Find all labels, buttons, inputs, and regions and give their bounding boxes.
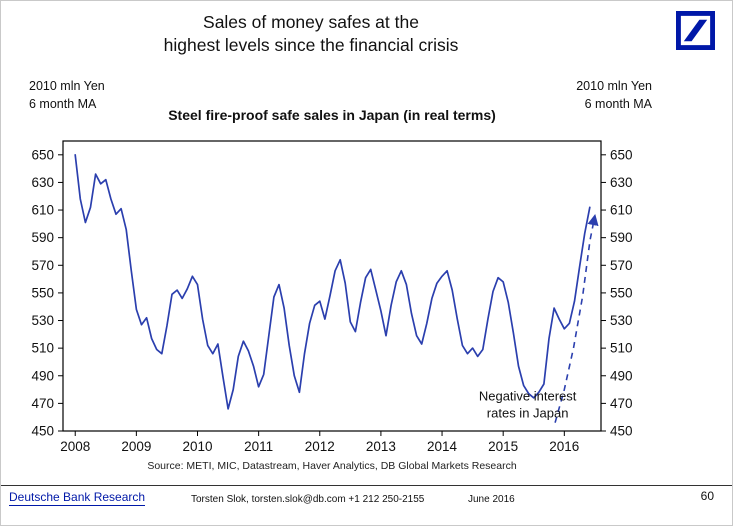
y-axis-label-left: 530 [31, 313, 54, 328]
y-axis-label-left: 550 [31, 285, 54, 300]
y-axis-label-left: 630 [31, 175, 54, 190]
logo-slash-icon [683, 19, 708, 42]
y-axis-label-right: 630 [610, 175, 633, 190]
x-axis-label: 2011 [244, 439, 273, 454]
y-axis-label-right: 550 [610, 285, 633, 300]
x-axis-label: 2009 [121, 439, 151, 454]
y-axis-label-right: 610 [610, 203, 633, 218]
x-axis-label: 2012 [305, 439, 335, 454]
chart-headline-line1: Sales of money safes at the [203, 12, 419, 32]
chart-headline-line2: highest levels since the financial crisi… [163, 35, 459, 55]
right-axis-unit-line2: 6 month MA [584, 97, 652, 111]
plot-title: Steel fire-proof safe sales in Japan (in… [168, 107, 496, 123]
x-axis-label: 2010 [182, 439, 212, 454]
y-axis-label-left: 650 [31, 147, 54, 162]
y-axis-label-right: 470 [610, 396, 633, 411]
y-axis-label-left: 610 [31, 203, 54, 218]
y-axis-label-left: 450 [31, 424, 54, 439]
y-axis-label-right: 590 [610, 230, 633, 245]
x-axis-label: 2015 [488, 439, 518, 454]
y-axis-label-right: 530 [610, 313, 633, 328]
deutsche-bank-logo [676, 11, 715, 50]
source-note: Source: METI, MIC, Datastream, Haver Ana… [147, 460, 517, 472]
y-axis-label-left: 590 [31, 230, 54, 245]
left-axis-unit-line2: 6 month MA [29, 97, 97, 111]
right-axis-unit-line1: 2010 mln Yen [576, 79, 652, 93]
annotation-text: Negative interest [479, 389, 577, 404]
plot-area: 450 450 470 470 490 490 510 510 530 530 550 550 570 5… [31, 140, 633, 454]
y-axis-label-right: 490 [610, 368, 633, 383]
x-axis-label: 2008 [60, 439, 90, 454]
y-axis-label-left: 510 [31, 341, 54, 356]
x-axis-label: 2014 [427, 439, 458, 454]
footer-divider [1, 485, 732, 486]
y-axis-label-right: 450 [610, 424, 633, 439]
y-axis-label-left: 470 [31, 396, 54, 411]
plot-frame [62, 140, 602, 432]
right-axis-unit-note: 2010 mln Yen 6 month MA [576, 77, 652, 113]
report-date: June 2016 [468, 494, 515, 505]
projection-arrow [554, 214, 599, 423]
y-axis-label-right: 510 [610, 341, 633, 356]
y-axis-label-left: 570 [31, 258, 54, 273]
left-axis-unit-note: 2010 mln Yen 6 month MA [29, 77, 105, 113]
author-contact: Torsten Slok, torsten.slok@db.com +1 212… [191, 494, 425, 505]
left-axis-unit-line1: 2010 mln Yen [29, 79, 105, 93]
y-axis-label-right: 650 [610, 147, 633, 162]
x-axis-label: 2013 [366, 439, 396, 454]
x-axis-label: 2016 [549, 439, 579, 454]
brand-link[interactable]: Deutsche Bank Research [9, 490, 146, 506]
y-axis-label-right: 570 [610, 258, 633, 273]
sales-line [74, 153, 591, 410]
page-number: 60 [700, 489, 714, 503]
chart-headline: Sales of money safes at the highest leve… [71, 11, 551, 57]
y-axis-label-left: 490 [31, 368, 54, 383]
annotation-text: rates in Japan [487, 406, 569, 421]
